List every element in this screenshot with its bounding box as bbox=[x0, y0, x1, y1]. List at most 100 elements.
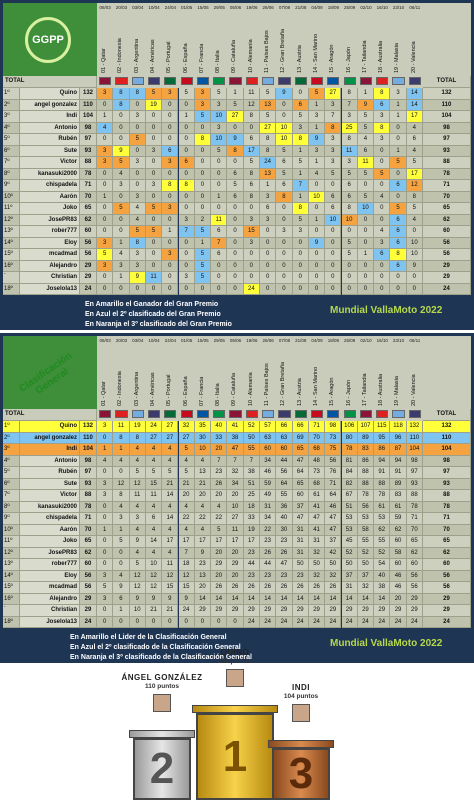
race-points: 0 bbox=[374, 203, 391, 215]
race-points: 17 bbox=[406, 168, 423, 180]
cumulative-points: 55 bbox=[276, 490, 293, 502]
position: 13º bbox=[3, 559, 20, 571]
cumulative-points: 89 bbox=[357, 432, 375, 444]
race-points: 3 bbox=[178, 214, 195, 226]
cumulative-points: 5 bbox=[113, 536, 130, 548]
cumulative-points: 66 bbox=[276, 421, 293, 433]
race-points: 9 bbox=[308, 237, 326, 249]
cumulative-points: 0 bbox=[97, 513, 114, 525]
flag bbox=[245, 410, 258, 418]
flag bbox=[278, 77, 291, 85]
race-points: 0 bbox=[341, 283, 358, 295]
race-points: 4 bbox=[113, 249, 130, 261]
cumulative-points: 47 bbox=[276, 559, 293, 571]
race-points: 3 bbox=[129, 191, 146, 203]
race-points: 0 bbox=[113, 191, 130, 203]
race-points: 8 bbox=[227, 145, 244, 157]
race-points: 6 bbox=[374, 249, 391, 261]
cumulative-points: 20 bbox=[227, 490, 244, 502]
cumulative-points: 27 bbox=[162, 421, 179, 433]
flag bbox=[115, 77, 128, 85]
cumulative-points: 13 bbox=[194, 570, 212, 582]
cumulative-points: 34 bbox=[260, 513, 277, 525]
race-points: 0 bbox=[308, 260, 326, 272]
podium-points: 132 puntos bbox=[217, 658, 253, 665]
cumulative-points: 19 bbox=[129, 421, 146, 433]
race-points: 27 bbox=[325, 88, 342, 100]
position: 1º bbox=[3, 421, 20, 433]
cumulative-points: 71 bbox=[325, 478, 342, 490]
cumulative-points: 38 bbox=[374, 582, 391, 594]
cumulative-points: 24 bbox=[308, 616, 326, 628]
flag bbox=[213, 77, 226, 85]
race-points: 17 bbox=[243, 145, 260, 157]
cumulative-points: 91 bbox=[390, 467, 407, 479]
race-points: 5 bbox=[406, 203, 423, 215]
cumulative-points: 31 bbox=[292, 547, 309, 559]
cumulative-points: 17 bbox=[194, 536, 212, 548]
cumulative-points: 61 bbox=[390, 501, 407, 513]
race-points: 0 bbox=[194, 180, 212, 192]
player-total: 93 bbox=[80, 145, 97, 157]
player-total: 29 bbox=[80, 272, 97, 284]
race-points: 0 bbox=[129, 145, 146, 157]
race-points: 0 bbox=[194, 122, 212, 134]
race-points: 0 bbox=[211, 260, 228, 272]
race-name: 05 - Portugal bbox=[166, 374, 173, 407]
cumulative-points: 60 bbox=[276, 444, 293, 456]
race-points: 6 bbox=[243, 180, 260, 192]
race-points: 0 bbox=[145, 122, 163, 134]
flag bbox=[408, 77, 421, 85]
race-points: 0 bbox=[145, 111, 163, 123]
race-points: 0 bbox=[390, 134, 407, 146]
player-total-right: 97 bbox=[423, 467, 471, 479]
cumulative-points: 12 bbox=[145, 582, 163, 594]
cumulative-points: 4 bbox=[162, 524, 179, 536]
cumulative-points: 88 bbox=[374, 478, 391, 490]
cumulative-points: 1 bbox=[97, 444, 114, 456]
race-points: 0 bbox=[406, 226, 423, 238]
race-points: 6 bbox=[374, 99, 391, 111]
position: 16º bbox=[3, 593, 20, 605]
player-total-right: 132 bbox=[423, 421, 471, 433]
race-points: 0 bbox=[145, 168, 163, 180]
race-points: 3 bbox=[211, 122, 228, 134]
race-points: 1 bbox=[390, 145, 407, 157]
cumulative-points: 30 bbox=[276, 524, 293, 536]
race-points: 10 bbox=[211, 134, 228, 146]
player-total-right: 97 bbox=[423, 134, 471, 146]
race-date: 01/05 bbox=[181, 5, 193, 10]
race-points: 8 bbox=[243, 111, 260, 123]
cumulative-points: 78 bbox=[341, 444, 358, 456]
race-points: 10 bbox=[341, 214, 358, 226]
cumulative-points: 24 bbox=[357, 616, 375, 628]
race-date: 05/06 bbox=[229, 338, 242, 343]
player-total-right: 29 bbox=[423, 593, 471, 605]
race-points: 1 bbox=[97, 111, 114, 123]
player-total-right: 98 bbox=[423, 122, 471, 134]
race-points: 5 bbox=[292, 214, 309, 226]
race-points: 0 bbox=[357, 237, 375, 249]
cumulative-points: 29 bbox=[390, 605, 407, 617]
race-date: 16/10 bbox=[376, 5, 388, 10]
legend-line: En Amarillo el Lider de la Clasificación… bbox=[70, 634, 227, 641]
race-points: 7 bbox=[341, 99, 358, 111]
race-points: 0 bbox=[129, 99, 146, 111]
cumulative-points: 106 bbox=[341, 421, 358, 433]
race-points: 0 bbox=[129, 168, 146, 180]
race-points: 4 bbox=[406, 145, 423, 157]
player-total-right: 132 bbox=[423, 88, 471, 100]
player-total: 70 bbox=[80, 524, 97, 536]
position: 9º bbox=[3, 513, 20, 525]
race-points: 0 bbox=[178, 99, 195, 111]
race-points: 0 bbox=[374, 214, 391, 226]
cumulative-points: 62 bbox=[374, 524, 391, 536]
cumulative-points: 40 bbox=[211, 421, 228, 433]
cumulative-points: 23 bbox=[243, 547, 260, 559]
cumulative-points: 24 bbox=[145, 421, 163, 433]
race-points: 0 bbox=[129, 180, 146, 192]
cumulative-points: 26 bbox=[211, 478, 228, 490]
cumulative-points: 44 bbox=[260, 559, 277, 571]
cumulative-points: 56 bbox=[406, 582, 423, 594]
position: 4º bbox=[3, 455, 20, 467]
